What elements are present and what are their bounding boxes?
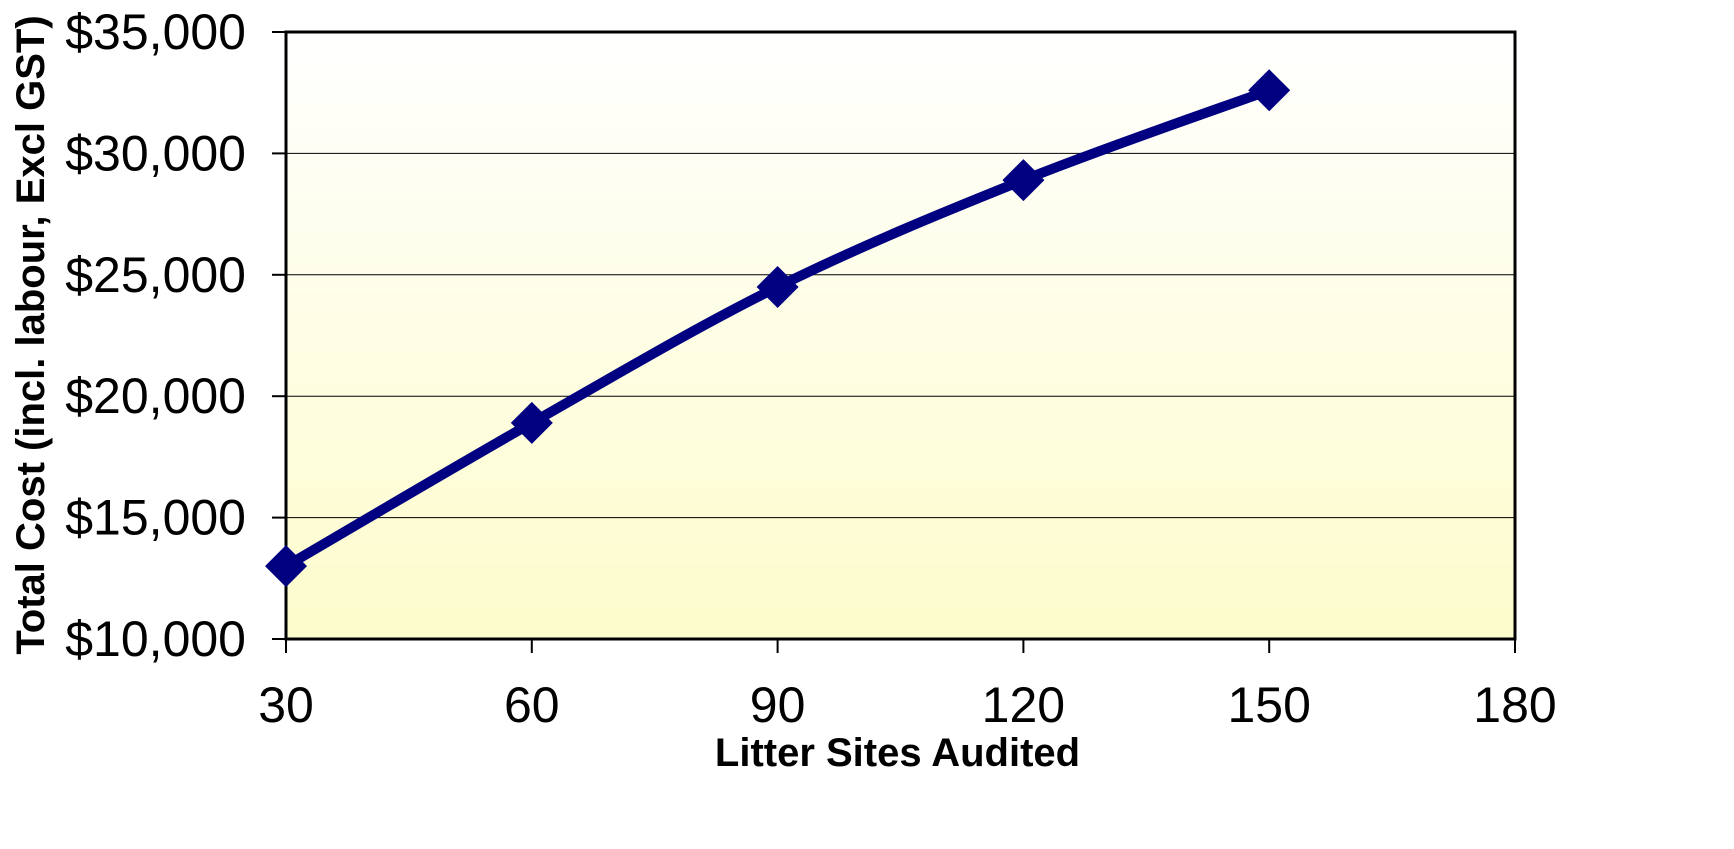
x-tick-label: 120 [982,677,1065,733]
x-tick-label: 30 [258,677,314,733]
x-tick-label: 180 [1473,677,1556,733]
y-tick-label: $20,000 [65,368,246,424]
data-point-marker [756,265,799,308]
y-tick-label: $15,000 [65,490,246,546]
series-group [265,69,1291,588]
x-axis-tick-labels: 30 60 90 120 150 180 [258,677,1557,733]
x-tick-label: 60 [504,677,560,733]
y-tick-label: $30,000 [65,125,246,181]
y-tick-label: $10,000 [65,611,246,667]
plot-frame [284,30,1517,641]
data-point-marker [1248,69,1291,112]
x-axis-ticks [285,639,1516,653]
y-tick-label: $35,000 [65,4,246,60]
data-point-marker [510,401,553,444]
gridlines [272,31,1515,640]
plot-area [286,32,1515,639]
data-point-marker [265,545,307,588]
x-tick-label: 90 [750,677,806,733]
x-axis-title: Litter Sites Audited [715,731,1080,775]
y-axis-tick-labels: $10,000 $15,000 $20,000 $25,000 $30,000 $35,0… [65,4,246,667]
x-tick-label: 150 [1227,677,1310,733]
y-axis-title: Total Cost (incl. labour, Excl GST) [9,15,53,654]
y-tick-label: $25,000 [65,247,246,303]
data-point-marker [1002,159,1045,202]
